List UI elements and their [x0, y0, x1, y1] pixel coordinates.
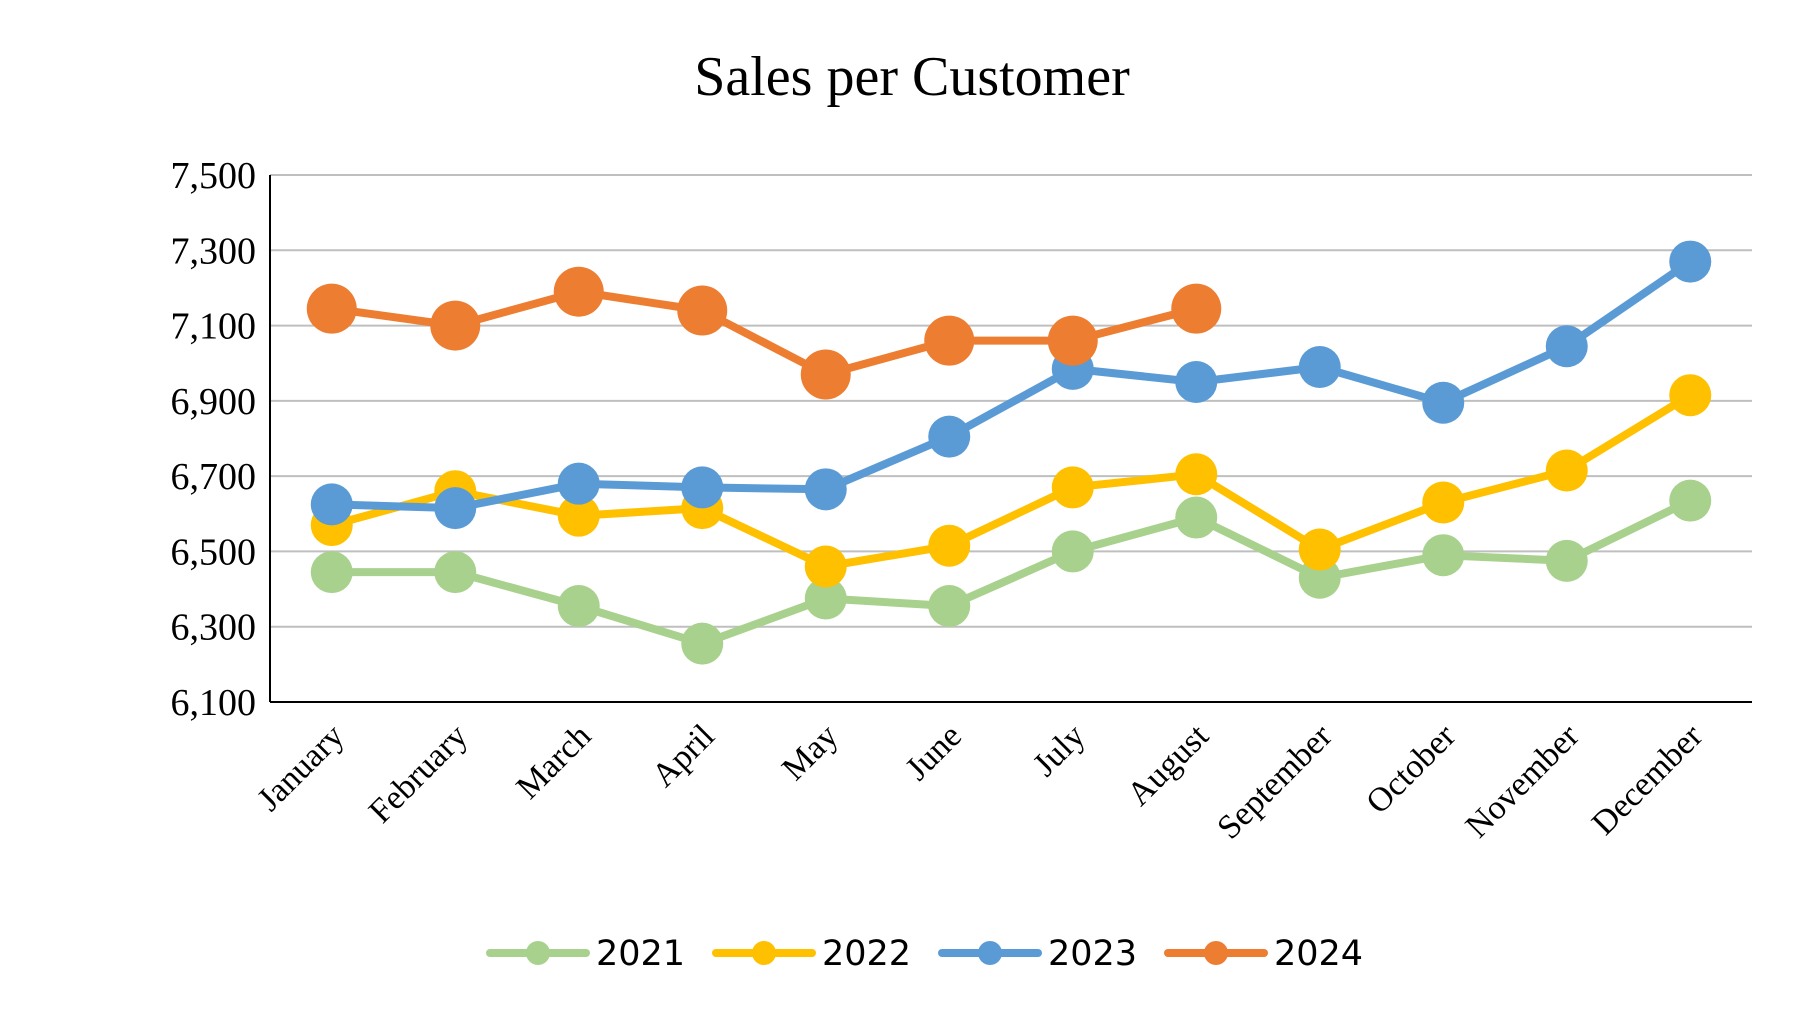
data-point: [677, 285, 728, 336]
data-point: [1051, 530, 1094, 573]
data-point: [1669, 240, 1712, 283]
x-tick-label: May: [775, 717, 845, 787]
data-series: [306, 240, 1712, 665]
legend-marker: [526, 941, 550, 965]
data-point: [804, 468, 847, 511]
data-point: [1545, 539, 1588, 582]
legend-marker: [752, 941, 776, 965]
data-point: [924, 315, 975, 366]
legend-item-2022: 2022: [712, 934, 911, 974]
data-point: [434, 551, 477, 594]
x-tick-label: June: [899, 717, 969, 787]
data-point: [557, 494, 600, 537]
data-point: [1175, 496, 1218, 539]
legend-item-2024: 2024: [1164, 934, 1363, 974]
data-point: [1051, 466, 1094, 509]
data-point: [1422, 481, 1465, 524]
data-point: [557, 585, 600, 628]
gridlines: [270, 174, 1752, 628]
data-point: [1175, 453, 1218, 496]
data-point: [1669, 374, 1712, 417]
series-2024: [306, 266, 1222, 400]
data-point: [681, 466, 724, 509]
data-point: [681, 622, 724, 665]
x-tick-label: July: [1026, 717, 1092, 783]
x-tick-label: April: [645, 717, 722, 794]
data-point: [1669, 479, 1712, 522]
series-line-2021: [327, 496, 1695, 648]
data-point: [1545, 325, 1588, 368]
data-point: [928, 524, 971, 567]
chart-title: Sales per Customer: [694, 46, 1130, 108]
series-line-2023: [327, 257, 1695, 513]
data-point: [928, 415, 971, 458]
y-tick-label: 7,100: [171, 306, 257, 348]
data-point: [1298, 528, 1341, 571]
y-tick-label: 6,700: [171, 456, 257, 498]
data-point: [1422, 381, 1465, 424]
data-point: [557, 462, 600, 505]
data-point: [430, 300, 481, 351]
y-tick-label: 7,300: [171, 230, 257, 272]
y-tick-label: 6,100: [171, 682, 257, 724]
legend-marker: [1204, 941, 1228, 965]
legend: 2021 2022 2023 2024: [486, 934, 1363, 974]
legend-label: 2021: [596, 934, 685, 974]
x-tick-label: September: [1210, 717, 1339, 846]
data-point: [1422, 534, 1465, 577]
data-point: [1175, 361, 1218, 404]
x-tick-label: February: [362, 717, 475, 830]
y-tick-label: 7,500: [171, 155, 257, 197]
x-tick-label: March: [509, 717, 598, 806]
legend-marker: [978, 941, 1002, 965]
data-point: [804, 577, 847, 620]
x-tick-label: January: [250, 717, 351, 818]
legend-label: 2024: [1274, 934, 1363, 974]
series-line-2022: [327, 391, 1695, 571]
x-tick-label: October: [1359, 717, 1463, 821]
data-point: [1047, 315, 1098, 366]
data-point: [434, 487, 477, 530]
y-tick-label: 6,900: [171, 381, 257, 423]
legend-item-2021: 2021: [486, 934, 685, 974]
data-point: [800, 349, 851, 400]
data-point: [1171, 283, 1222, 334]
data-point: [928, 585, 971, 628]
legend-label: 2023: [1048, 934, 1137, 974]
x-tick-label: August: [1120, 717, 1216, 813]
data-point: [804, 545, 847, 588]
legend-label: 2022: [822, 934, 911, 974]
y-tick-label: 6,500: [171, 531, 257, 573]
data-point: [310, 483, 353, 526]
data-point: [306, 283, 357, 334]
x-tick-label: December: [1585, 717, 1710, 842]
legend-item-2023: 2023: [938, 934, 1137, 974]
data-point: [1298, 345, 1341, 388]
data-point: [553, 266, 604, 317]
data-point: [310, 551, 353, 594]
x-tick-label: November: [1459, 717, 1587, 845]
y-tick-label: 6,300: [171, 607, 257, 649]
data-point: [1545, 449, 1588, 492]
